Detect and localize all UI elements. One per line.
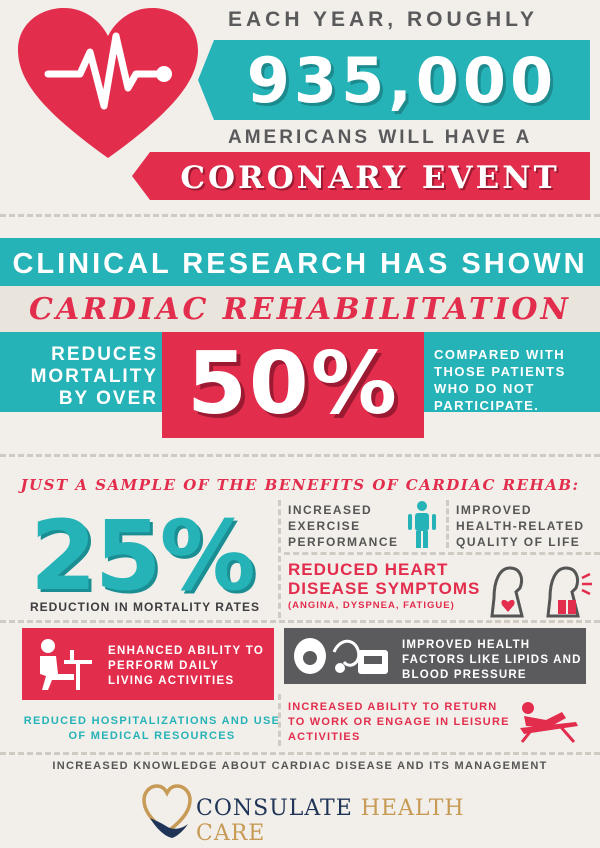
divider — [446, 500, 449, 548]
exercise-label: INCREASED EXERCISE PERFORMANCE — [288, 503, 399, 549]
daily-living-box: ENHANCED ABILITY TO PERFORM DAILY LIVING… — [22, 628, 274, 700]
symptoms-sub: (ANGINA, DYSPNEA, FATIGUE) — [288, 600, 455, 611]
brand-name-part1: CONSULATE — [196, 796, 361, 821]
research-band: CLINICAL RESEARCH HAS SHOWN — [0, 238, 600, 286]
reduces-label: REDUCES MORTALITY BY OVER — [30, 344, 158, 409]
mortality-percent: 25% — [30, 500, 256, 612]
knowledge-text: INCREASED KNOWLEDGE ABOUT CARDIAC DISEAS… — [52, 760, 548, 772]
chest-pain-icon — [490, 566, 592, 618]
symptoms-title: REDUCED HEART DISEASE SYMPTOMS — [288, 560, 481, 598]
research-title: CLINICAL RESEARCH HAS SHOWN — [12, 248, 588, 280]
divider — [0, 214, 600, 217]
fifty-percent: 50% — [187, 334, 399, 434]
divider — [0, 752, 600, 755]
heartbeat-heart-icon — [18, 8, 198, 158]
heart-hand-logo-icon — [142, 784, 192, 838]
header-intro: EACH YEAR, ROUGHLY — [228, 8, 539, 31]
divider — [0, 620, 600, 623]
brand-name: CONSULATE HEALTH CARE — [196, 796, 516, 846]
divider — [0, 454, 600, 457]
divider — [284, 552, 600, 555]
hospitalizations-text: REDUCED HOSPITALIZATIONS AND USE OF MEDI… — [23, 715, 281, 742]
person-exercise-icon — [408, 501, 436, 548]
benefits-heading: JUST A SAMPLE OF THE BENEFITS OF CARDIAC… — [20, 476, 580, 494]
lounge-chair-icon — [520, 702, 578, 743]
health-factors-box: IMPROVED HEALTH FACTORS LIKE LIPIDS AND … — [284, 628, 586, 684]
big-number: 935,000 — [246, 44, 558, 117]
rehab-band: CARDIAC REHABILITATION — [0, 286, 600, 332]
event-banner: CORONARY EVENT — [132, 152, 590, 200]
header-americans: AMERICANS WILL HAVE A — [228, 127, 533, 148]
blood-pressure-icon — [294, 638, 388, 674]
health-factors-text: IMPROVED HEALTH FACTORS LIKE LIPIDS AND … — [402, 639, 582, 681]
divider — [278, 694, 281, 746]
mortality-label: REDUCTION IN MORTALITY RATES — [30, 600, 260, 614]
quality-label: IMPROVED HEALTH-RELATED QUALITY OF LIFE — [456, 503, 585, 549]
compared-label: COMPARED WITH THOSE PATIENTS WHO DO NOT … — [434, 347, 566, 413]
rehab-subject: CARDIAC REHABILITATION — [29, 292, 571, 327]
daily-living-text: ENHANCED ABILITY TO PERFORM DAILY LIVING… — [108, 645, 265, 687]
number-banner: 935,000 — [198, 40, 590, 120]
event-text: CORONARY EVENT — [180, 160, 560, 196]
fifty-percent-box: 50% — [162, 332, 424, 438]
brand-name-part2: HEALTH CARE — [196, 796, 465, 846]
work-text: INCREASED ABILITY TO RETURN TO WORK OR E… — [288, 701, 510, 743]
person-table-icon — [40, 639, 92, 690]
divider — [278, 500, 281, 618]
